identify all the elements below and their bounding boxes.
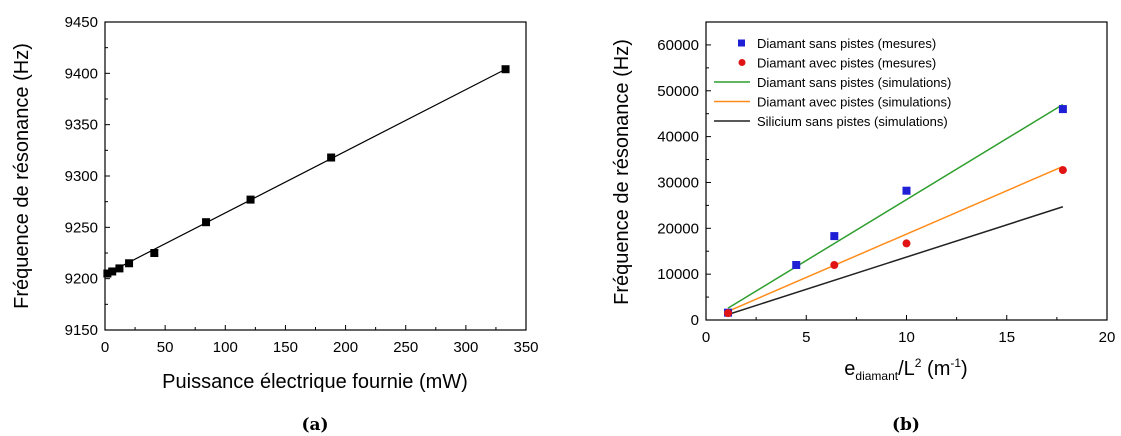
data-point [1058, 105, 1067, 114]
fit-lines-a [104, 68, 506, 276]
legend-swatch [738, 39, 745, 47]
y-tick-label: 9200 [65, 271, 98, 288]
x-tick-label: 10 [898, 329, 915, 346]
x-tick-label: 100 [213, 339, 238, 356]
data-point [830, 260, 839, 269]
x-axis-title-b-main: e [844, 358, 855, 380]
data-point [1058, 166, 1067, 175]
data-points-b [724, 105, 1067, 318]
y-tick-label: 20000 [657, 220, 699, 237]
y-tick-label: 9250 [65, 219, 98, 236]
y-axis-title-a: Fréquence de résonance (Hz) [11, 43, 33, 309]
y-tick-label: 40000 [657, 129, 699, 146]
x-axis-title-a: Puissance électrique fournie (mW) [162, 371, 468, 393]
x-tick-label: 5 [802, 329, 810, 346]
x-axis-title-b-unit: (m [921, 358, 950, 380]
legend-label: Diamant sans pistes (mesures) [757, 36, 936, 51]
data-point [792, 260, 801, 269]
legend-label: Diamant sans pistes (simulations) [757, 75, 951, 90]
y-tick-label: 0 [691, 312, 699, 329]
data-point [103, 269, 112, 278]
x-axis-title-b: ediamant/L2 (m-1) [844, 356, 967, 383]
x-tick-label: 50 [157, 339, 174, 356]
legend-b: Diamant sans pistes (mesures) Diamant ave… [714, 36, 951, 129]
y-tick-label: 9150 [65, 322, 98, 339]
series-lines-b [727, 103, 1064, 316]
series-line [727, 206, 1064, 316]
data-point [108, 267, 117, 276]
x-tick-label: 0 [702, 329, 710, 346]
x-axis-title-b-sub: diamant [855, 369, 898, 383]
fit-line [104, 68, 506, 276]
caption-a: (a) [301, 415, 328, 435]
x-tick-label: 150 [273, 339, 298, 356]
data-points-a [103, 65, 510, 278]
data-point [830, 232, 839, 241]
x-tick-label: 15 [998, 329, 1015, 346]
series-line [727, 165, 1064, 312]
data-point [327, 153, 336, 162]
y-tick-label: 9400 [65, 65, 98, 82]
y-tick-label: 9300 [65, 168, 98, 185]
data-point [501, 65, 510, 74]
data-point [902, 186, 911, 195]
x-axis-title-b-sup: 2 [915, 356, 922, 370]
legend-label: Diamant avec pistes (simulations) [757, 95, 951, 110]
chart-a: 0 50 100 150 200 250 300 350 9150 9200 9250 9300 93… [11, 14, 539, 435]
chart-b: 0 5 10 15 20 0 10000 20000 30000 40000 50000 60000… [611, 21, 1116, 435]
legend-swatch [738, 59, 746, 66]
x-axis-title-b-mid: /L [898, 358, 915, 380]
x-tick-label: 200 [333, 339, 358, 356]
legend-label: Silicium sans pistes (simulations) [757, 114, 948, 129]
x-tick-label: 250 [393, 339, 418, 356]
legend-label: Diamant avec pistes (mesures) [757, 56, 936, 71]
data-point [246, 195, 255, 204]
x-axis-title-b-end: ) [961, 358, 968, 380]
y-ticks-b: 0 10000 20000 30000 40000 50000 60000 [657, 37, 711, 329]
series-line [727, 103, 1064, 309]
y-axis-title-b: Fréquence de résonance (Hz) [611, 39, 633, 305]
y-tick-label: 50000 [657, 83, 699, 100]
y-tick-label: 9450 [65, 14, 98, 31]
y-tick-label: 9350 [65, 117, 98, 134]
data-point [902, 239, 911, 248]
data-point [202, 218, 211, 227]
y-tick-label: 30000 [657, 174, 699, 191]
x-axis-title-b-unit-sup: -1 [950, 356, 961, 370]
x-ticks-a: 0 50 100 150 200 250 300 350 [101, 325, 539, 356]
x-ticks-b: 0 5 10 15 20 [702, 315, 1116, 346]
x-tick-label: 20 [1099, 329, 1116, 346]
caption-b: (b) [892, 415, 920, 435]
data-point [150, 249, 159, 257]
plot-frame-a [104, 21, 527, 331]
data-point [724, 309, 733, 318]
data-point [125, 259, 134, 268]
y-tick-label: 10000 [657, 266, 699, 283]
x-tick-label: 300 [453, 339, 478, 356]
y-tick-label: 60000 [657, 37, 699, 54]
y-ticks-a: 9150 9200 9250 9300 9350 9400 9450 [65, 14, 110, 339]
x-tick-label: 350 [513, 339, 538, 356]
x-tick-label: 0 [101, 339, 109, 356]
data-point [115, 264, 124, 273]
